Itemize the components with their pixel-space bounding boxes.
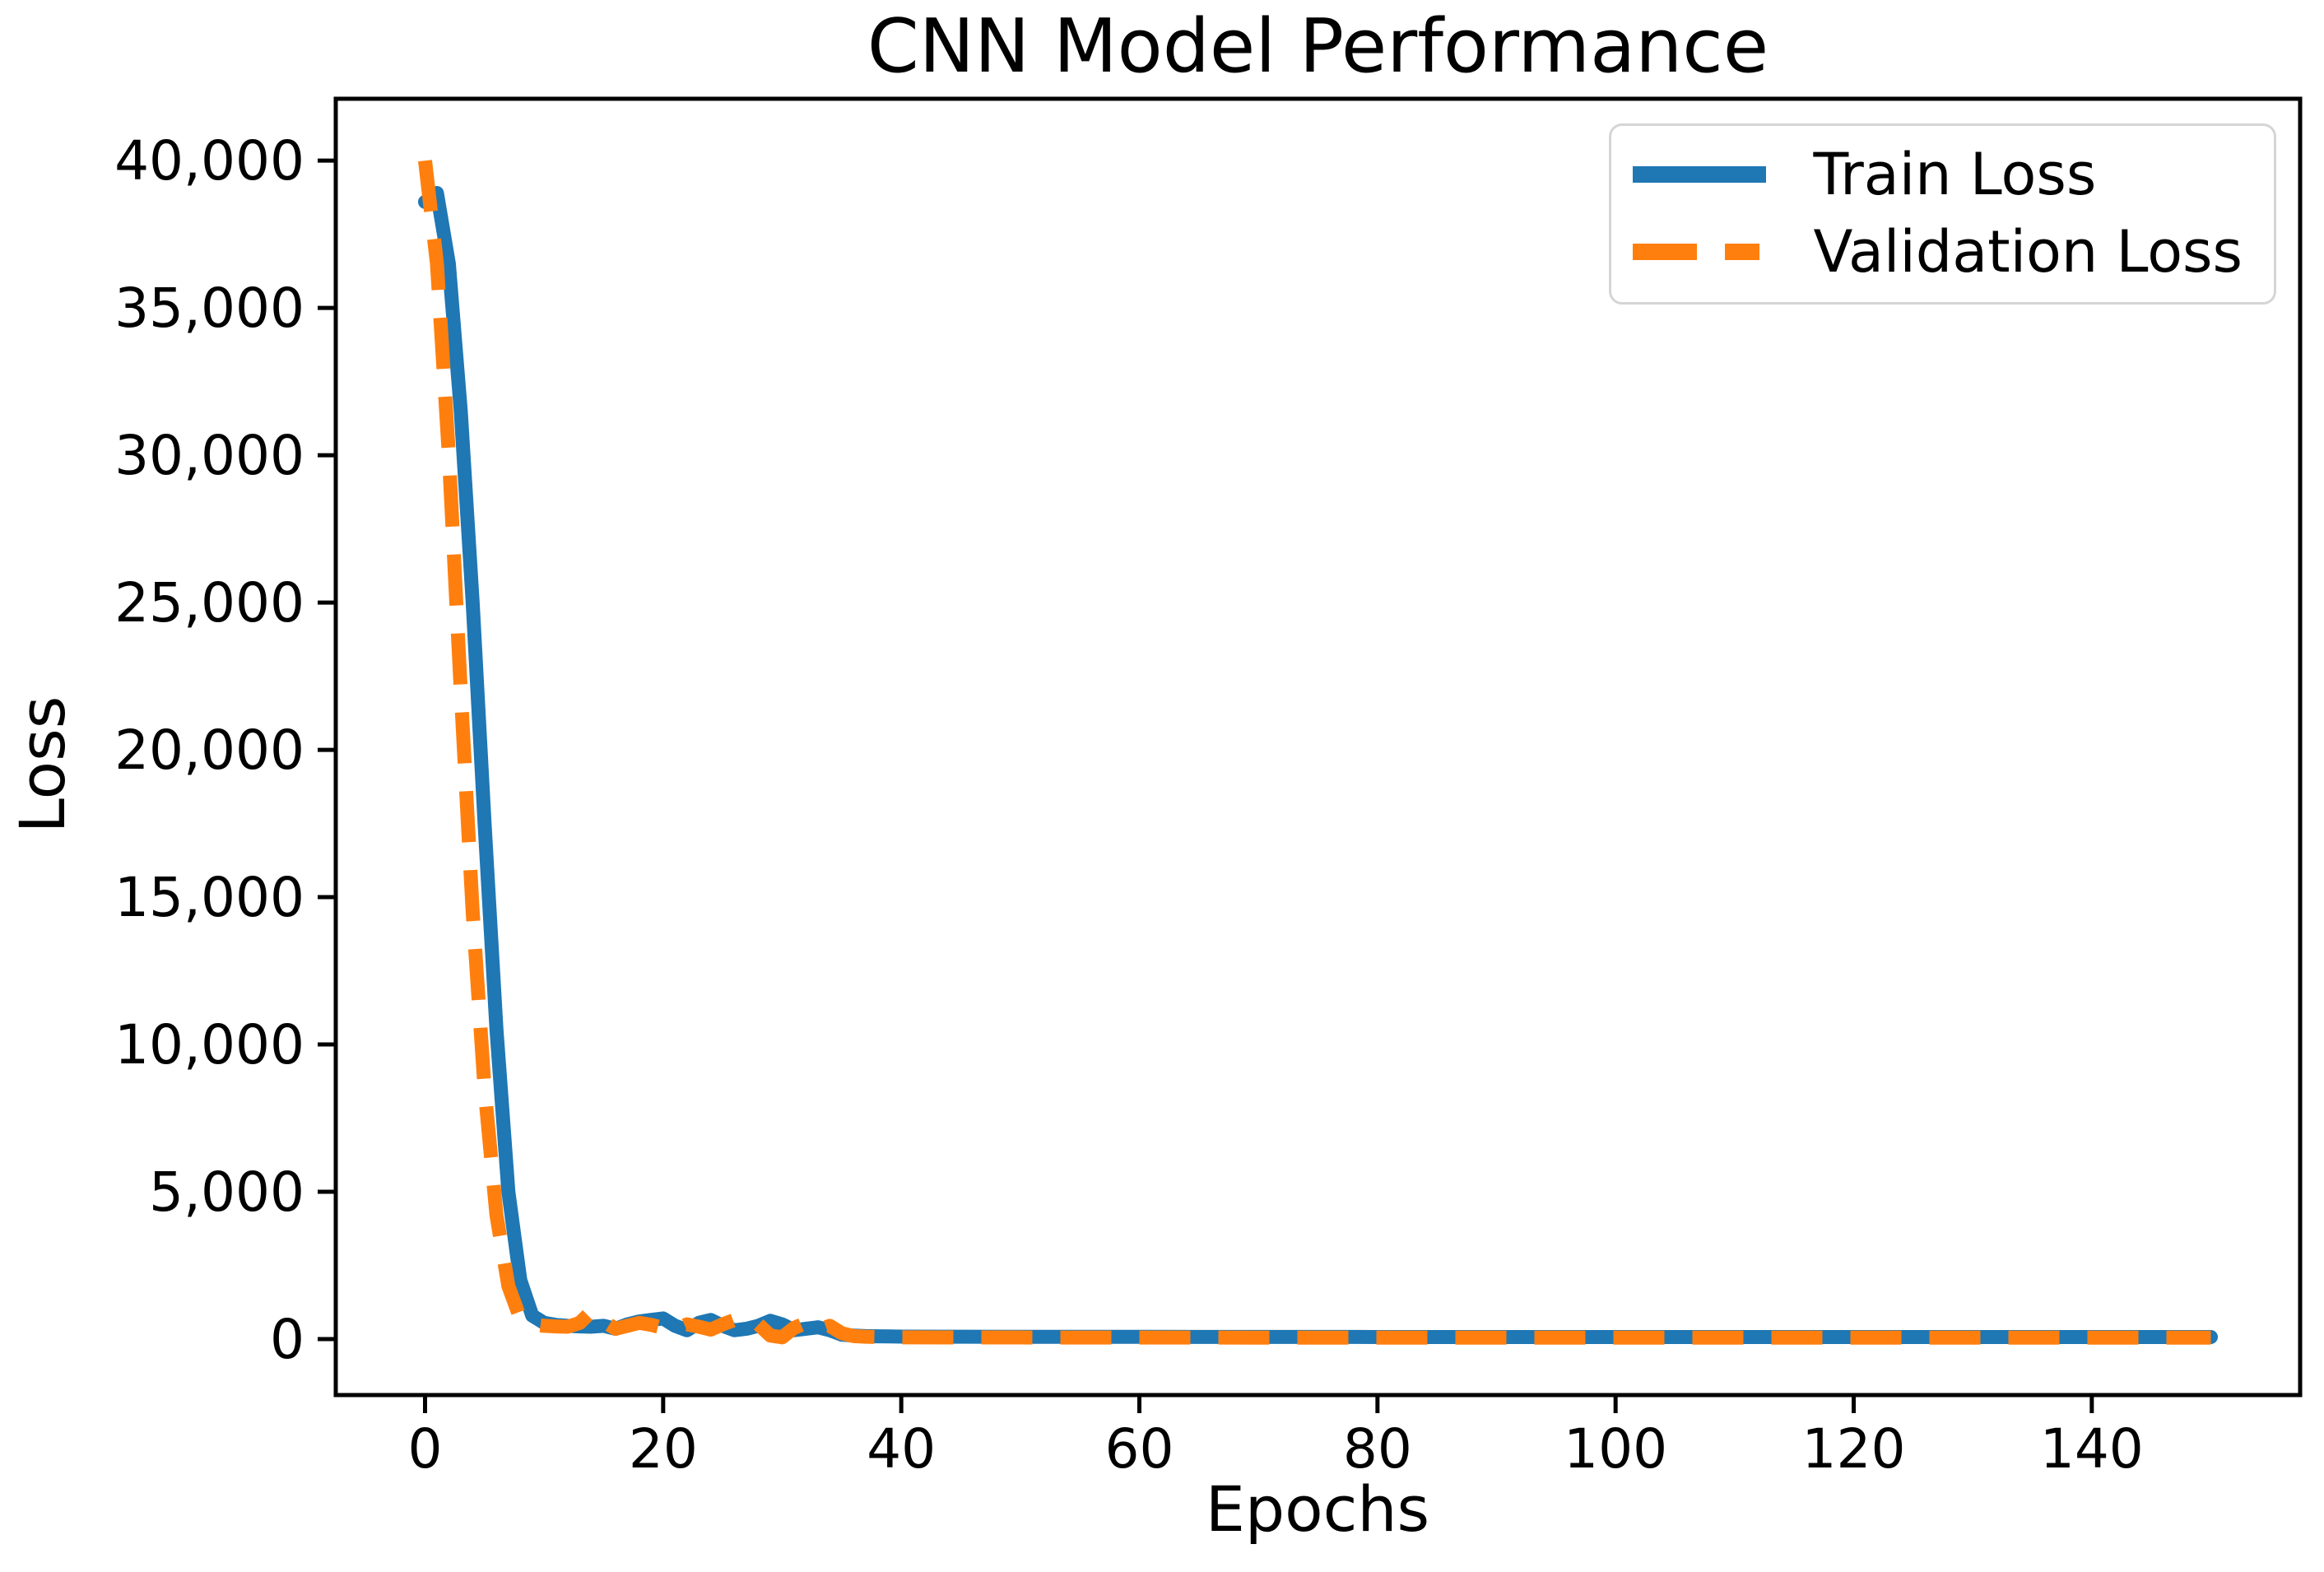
chart-title: CNN Model Performance — [867, 3, 1769, 90]
x-axis-label: Epochs — [1205, 1472, 1430, 1546]
train-loss-line-swatch-icon — [1632, 166, 1766, 183]
y-tick-label: 20,000 — [114, 719, 304, 782]
y-tick-label: 15,000 — [114, 866, 304, 929]
y-tick-label: 35,000 — [114, 277, 304, 340]
x-tick-label: 20 — [629, 1417, 698, 1481]
y-tick-label: 10,000 — [114, 1013, 304, 1077]
x-tick-label: 60 — [1105, 1417, 1174, 1481]
legend: Train Loss Validation Loss — [1608, 123, 2276, 305]
legend-label-train-loss: Train Loss — [1813, 141, 2097, 208]
validation-loss-dashed-swatch-icon — [1632, 244, 1766, 260]
validation-loss-dash-segment — [1724, 244, 1759, 260]
y-tick-label: 30,000 — [114, 424, 304, 487]
x-tick-label: 0 — [408, 1417, 443, 1481]
x-tick-label: 140 — [2040, 1417, 2144, 1481]
legend-item-validation-loss: Validation Loss — [1632, 213, 2243, 291]
x-tick-label: 40 — [867, 1417, 936, 1481]
x-tick-label: 100 — [1564, 1417, 1667, 1481]
legend-label-validation-loss: Validation Loss — [1813, 218, 2243, 286]
y-tick-label: 5,000 — [149, 1160, 304, 1224]
x-tick-label: 120 — [1802, 1417, 1906, 1481]
validation-loss-line — [418, 160, 2211, 1345]
validation-loss-dash-segment — [1632, 244, 1697, 260]
y-tick-label: 25,000 — [114, 571, 304, 635]
legend-item-train-loss: Train Loss — [1632, 136, 2243, 213]
train-loss-color-bar — [1632, 166, 1766, 183]
plot-border — [333, 96, 2303, 1398]
validation-loss-dash-gap — [1697, 244, 1725, 260]
x-tick-label: 80 — [1343, 1417, 1412, 1481]
train-loss-line — [418, 186, 2218, 1344]
y-tick-label: 40,000 — [114, 129, 304, 193]
y-tick-label: 0 — [270, 1308, 304, 1371]
